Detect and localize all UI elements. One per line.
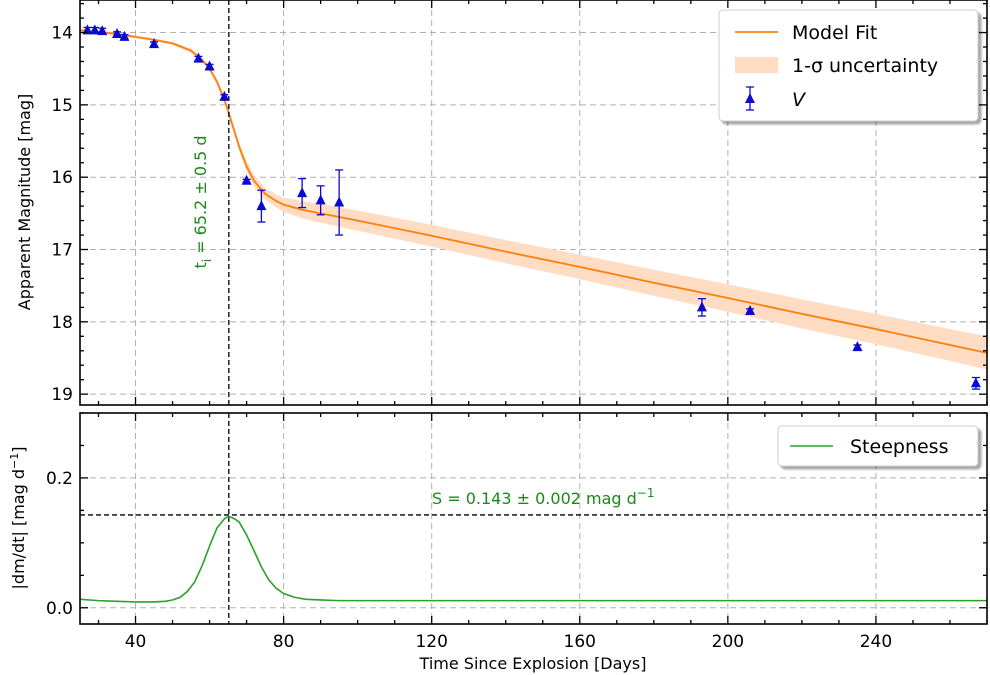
- x-tick-labels: 40 80 120 160 200 240: [125, 632, 892, 652]
- transition-time-label: ti = 65.2 ± 0.5 d: [191, 135, 214, 268]
- v-point-2: [97, 25, 108, 36]
- x-tick-label-5: 240: [860, 632, 892, 652]
- v-point-14: [696, 298, 707, 317]
- bottom-ticks: [80, 412, 988, 624]
- v-point-15: [745, 304, 756, 315]
- top-panel: 14 15 16 17 18 19 Apparent Magnitude [mag] ti…: [15, 0, 988, 406]
- bottom-legend: Steepness: [777, 425, 979, 467]
- bottom-panel: 0.0 0.2 40 80 120 160 200 240 Time Since Explo…: [8, 412, 988, 673]
- x-tick-label-2: 120: [415, 632, 447, 652]
- bottom-ytick-label-1: 0.2: [46, 469, 73, 489]
- top-plot-frame: [79, 0, 988, 406]
- v-point-16: [852, 341, 863, 352]
- v-point-3: [112, 27, 123, 38]
- x-axis-label: Time Since Explosion [Days]: [419, 654, 647, 673]
- x-tick-label-3: 160: [564, 632, 596, 652]
- legend-points-label: V: [792, 89, 807, 111]
- x-tick-label-1: 80: [273, 632, 295, 652]
- v-band-points: [82, 24, 981, 390]
- model-fit-line: [80, 29, 987, 354]
- legend-band-swatch: [735, 57, 778, 73]
- steepness-line: [80, 515, 987, 603]
- x-tick-label-4: 200: [712, 632, 744, 652]
- top-ytick-label-3: 17: [51, 241, 73, 261]
- top-ytick-label-0: 14: [51, 24, 73, 44]
- legend-steepness-label: Steepness: [850, 436, 948, 458]
- bottom-ytick-label-0: 0.0: [46, 599, 73, 619]
- v-point-8: [219, 90, 230, 101]
- top-ytick-label-5: 19: [51, 385, 73, 405]
- top-y-tick-labels: 14 15 16 17 18 19: [51, 24, 73, 406]
- bottom-y-axis-label: |dm/dt| [mag d−1]: [8, 447, 28, 590]
- v-point-1: [89, 24, 100, 35]
- top-ytick-label-1: 15: [51, 96, 73, 116]
- v-point-10: [256, 189, 267, 223]
- v-point-7: [204, 60, 215, 71]
- top-ticks: [80, 0, 988, 405]
- top-ytick-label-2: 16: [51, 168, 73, 188]
- top-legend: Model Fit 1-σ uncertainty V: [718, 9, 979, 122]
- bottom-y-tick-labels: 0.0 0.2: [46, 469, 73, 619]
- v-point-6: [193, 52, 204, 63]
- top-ytick-label-4: 18: [51, 313, 73, 333]
- v-point-4: [119, 30, 130, 41]
- legend-model-label: Model Fit: [792, 22, 877, 44]
- v-point-9: [241, 174, 252, 185]
- bottom-plot-frame: [79, 412, 988, 625]
- top-y-axis-label: Apparent Magnitude [mag]: [15, 94, 34, 311]
- legend-band-label: 1-σ uncertainty: [792, 55, 938, 77]
- v-point-12: [315, 185, 326, 216]
- v-point-5: [149, 38, 160, 49]
- x-tick-label-0: 40: [125, 632, 147, 652]
- v-point-13: [334, 169, 345, 236]
- v-point-11: [297, 177, 308, 209]
- v-point-17: [970, 376, 981, 390]
- uncertainty-band: [80, 28, 987, 370]
- steepness-annotation: S = 0.143 ± 0.002 mag d−1: [432, 486, 655, 508]
- legend-points-swatch: [745, 86, 755, 111]
